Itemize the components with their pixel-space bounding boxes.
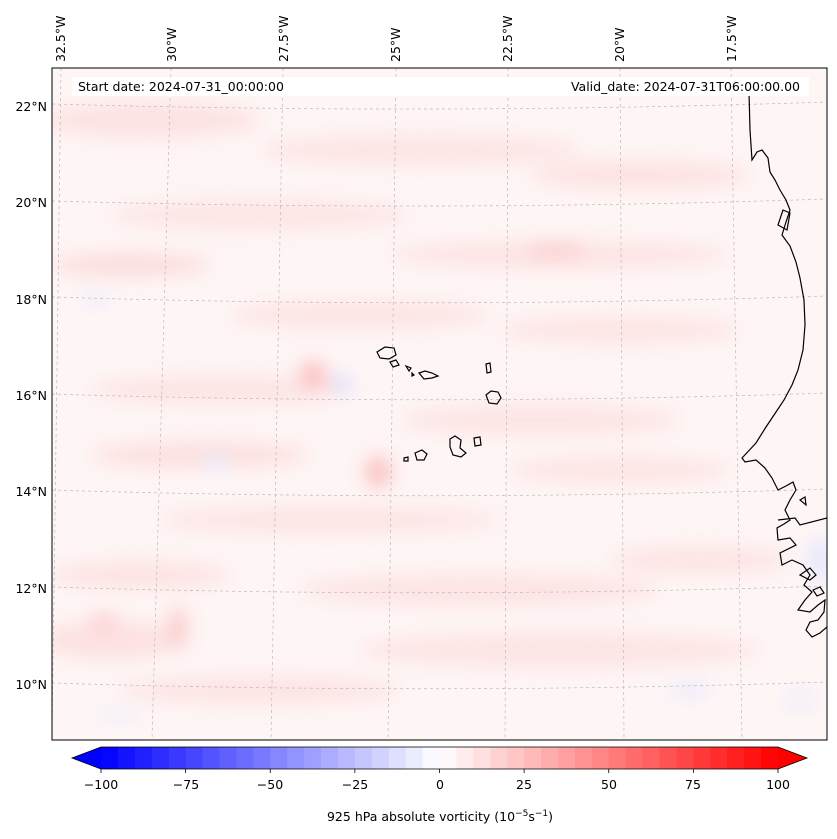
colorbar-bin: [456, 747, 474, 769]
meridian-gridlines: [52, 68, 743, 740]
colorbar-bin: [388, 747, 407, 769]
colorbar-bin: [761, 747, 779, 769]
colorbar-bin: [422, 747, 440, 769]
colorbar-bin: [371, 747, 390, 769]
colorbar-bin: [185, 747, 204, 769]
colorbar-tick-label: −75: [173, 777, 199, 792]
colorbar-bin: [608, 747, 627, 769]
colorbar-tick-labels: −100 −75 −50 −25 0 25 50 75 100: [84, 777, 790, 792]
colorbar-title: 925 hPa absolute vorticity (10−5s−1): [327, 809, 553, 824]
colorbar-bin: [202, 747, 220, 769]
colorbar-tick-label: −50: [257, 777, 283, 792]
longitude-labels: 32.5°W 30°W 27.5°W 25°W 22.5°W 20°W 17.5…: [53, 16, 739, 62]
colorbar-tick-label: 0: [436, 777, 444, 792]
cape-verde-islands: [376, 346, 502, 462]
lon-label: 30°W: [164, 27, 179, 62]
colorbar-tick-label: −100: [84, 777, 118, 792]
colorbar-bin: [354, 747, 373, 769]
colorbar-bin: [541, 747, 559, 769]
african-coastline: [741, 91, 827, 638]
colorbar-bin: [473, 747, 491, 769]
colorbar-bin: [134, 747, 153, 769]
parallel-gridlines: [52, 101, 827, 690]
colorbar-bin: [101, 747, 119, 769]
colorbar-bin: [439, 747, 457, 769]
start-date-label: Start date: 2024-07-31_00:00:00: [78, 79, 284, 94]
colorbar-bin: [151, 747, 170, 769]
lon-label: 22.5°W: [500, 16, 515, 62]
lat-label: 12°N: [15, 581, 47, 596]
colorbar-bin: [625, 747, 644, 769]
colorbar-tick-label: 75: [685, 777, 701, 792]
colorbar-tick-label: 100: [766, 777, 790, 792]
colorbar-bin: [507, 747, 525, 769]
colorbar-bin: [337, 747, 356, 769]
colorbar-tick-label: 25: [516, 777, 532, 792]
colorbar-bin: [557, 747, 576, 769]
colorbar-bin: [236, 747, 254, 769]
lon-label: 25°W: [388, 27, 403, 62]
colorbar-bin: [270, 747, 288, 769]
colorbar-bin: [253, 747, 271, 769]
colorbar-bin: [676, 747, 694, 769]
colorbar-tick-label: 50: [601, 777, 617, 792]
colorbar-bin: [710, 747, 728, 769]
lat-label: 10°N: [15, 677, 47, 692]
vorticity-field: [52, 68, 827, 740]
latitude-labels: 22°N 20°N 18°N 16°N 14°N 12°N 10°N: [15, 99, 47, 692]
colorbar-bin: [287, 747, 305, 769]
colorbar-bin: [321, 747, 339, 769]
valid-date-label: Valid_date: 2024-07-31T06:00:00.00: [571, 79, 800, 94]
colorbar-bin: [659, 747, 677, 769]
colorbar-bin: [524, 747, 542, 769]
colorbar-bin: [574, 747, 593, 769]
lon-label: 27.5°W: [276, 16, 291, 62]
colorbar-bin: [693, 747, 711, 769]
colorbar-bin: [405, 747, 424, 769]
colorbar-bin: [117, 747, 136, 769]
colorbar-max-extension: [778, 747, 807, 769]
colorbar-bin: [744, 747, 762, 769]
map-frame: [51, 67, 828, 741]
colorbar-bin: [219, 747, 237, 769]
header-box: [72, 77, 809, 96]
colorbar-bin: [727, 747, 745, 769]
lon-label: 32.5°W: [53, 16, 68, 62]
lat-label: 18°N: [15, 292, 47, 307]
lat-label: 14°N: [15, 484, 47, 499]
lon-label: 20°W: [612, 27, 627, 62]
colorbar-bin: [591, 747, 610, 769]
lat-label: 16°N: [15, 388, 47, 403]
lat-label: 20°N: [15, 195, 47, 210]
colorbar-bin: [642, 747, 661, 769]
colorbar-bin: [490, 747, 508, 769]
lat-label: 22°N: [15, 99, 47, 114]
colorbar-tick-label: −25: [342, 777, 368, 792]
colorbar-bin: [168, 747, 187, 769]
colorbar-bin: [304, 747, 322, 769]
colorbar-min-extension: [72, 747, 101, 769]
lon-label: 17.5°W: [724, 16, 739, 62]
colorbar: −100 −75 −50 −25 0 25 50 75 100 925 hPa …: [70, 746, 809, 824]
